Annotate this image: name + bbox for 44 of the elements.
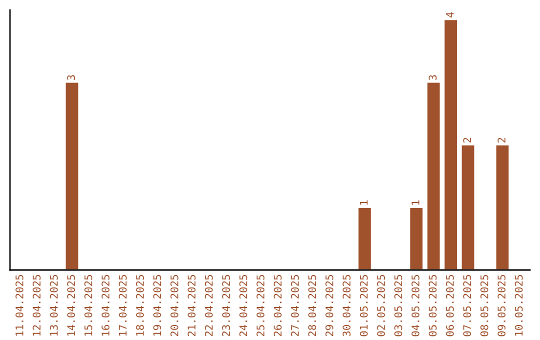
x-tick-label: 23.04.2025: [222, 275, 230, 336]
x-tick-label: 21.04.2025: [188, 275, 196, 336]
bar: [460, 144, 476, 270]
data-label: 3: [428, 75, 437, 80]
bar: [64, 81, 80, 270]
x-tick-label: 17.04.2025: [118, 275, 127, 336]
x-tick-label: 04.05.2025: [412, 275, 420, 336]
bar: [443, 18, 458, 270]
x-tick-label: 19.04.2025: [153, 275, 162, 336]
data-label: 1: [412, 200, 420, 205]
x-tick-label: 26.04.2025: [274, 275, 282, 336]
x-tick-label: 24.04.2025: [239, 275, 248, 336]
x-tick-label: 09.05.2025: [498, 275, 506, 336]
data-label: 3: [67, 75, 76, 80]
x-tick-label: 12.04.2025: [32, 275, 41, 336]
x-tick-label: 15.04.2025: [84, 275, 92, 336]
data-label: 2: [498, 138, 506, 143]
x-tick-label: 16.04.2025: [102, 275, 110, 336]
x-tick-label: 30.04.2025: [342, 275, 351, 336]
x-tick-label: 28.04.2025: [308, 275, 316, 336]
x-tick-label: 25.04.2025: [256, 275, 264, 336]
x-tick-label: 22.04.2025: [204, 275, 213, 336]
data-label: 4: [446, 12, 454, 18]
bar: [494, 144, 510, 270]
x-tick-label: 10.05.2025: [514, 275, 523, 336]
x-tick-label: 11.04.2025: [16, 275, 24, 336]
x-tick-label: 18.04.2025: [136, 275, 144, 336]
x-tick-label: 06.05.2025: [446, 275, 454, 336]
x-tick-label: 29.04.2025: [325, 275, 334, 336]
bar: [426, 81, 442, 270]
x-tick-label: 20.04.2025: [170, 275, 178, 336]
x-tick-label: 05.05.2025: [428, 275, 437, 336]
data-label: 1: [360, 200, 368, 205]
x-tick-label: 08.05.2025: [480, 275, 488, 336]
x-tick-label: 13.04.2025: [50, 275, 58, 336]
bar: [357, 206, 372, 270]
x-tick-label: 07.05.2025: [463, 275, 472, 336]
x-tick-label: 03.05.2025: [394, 275, 402, 336]
bar: [408, 206, 424, 270]
x-tick-label: 27.04.2025: [291, 275, 299, 336]
x-tick-label: 01.05.2025: [360, 275, 368, 336]
x-tick-label: 14.04.2025: [67, 275, 76, 336]
data-label: 2: [463, 138, 471, 143]
x-tick-label: 02.05.2025: [377, 275, 385, 336]
